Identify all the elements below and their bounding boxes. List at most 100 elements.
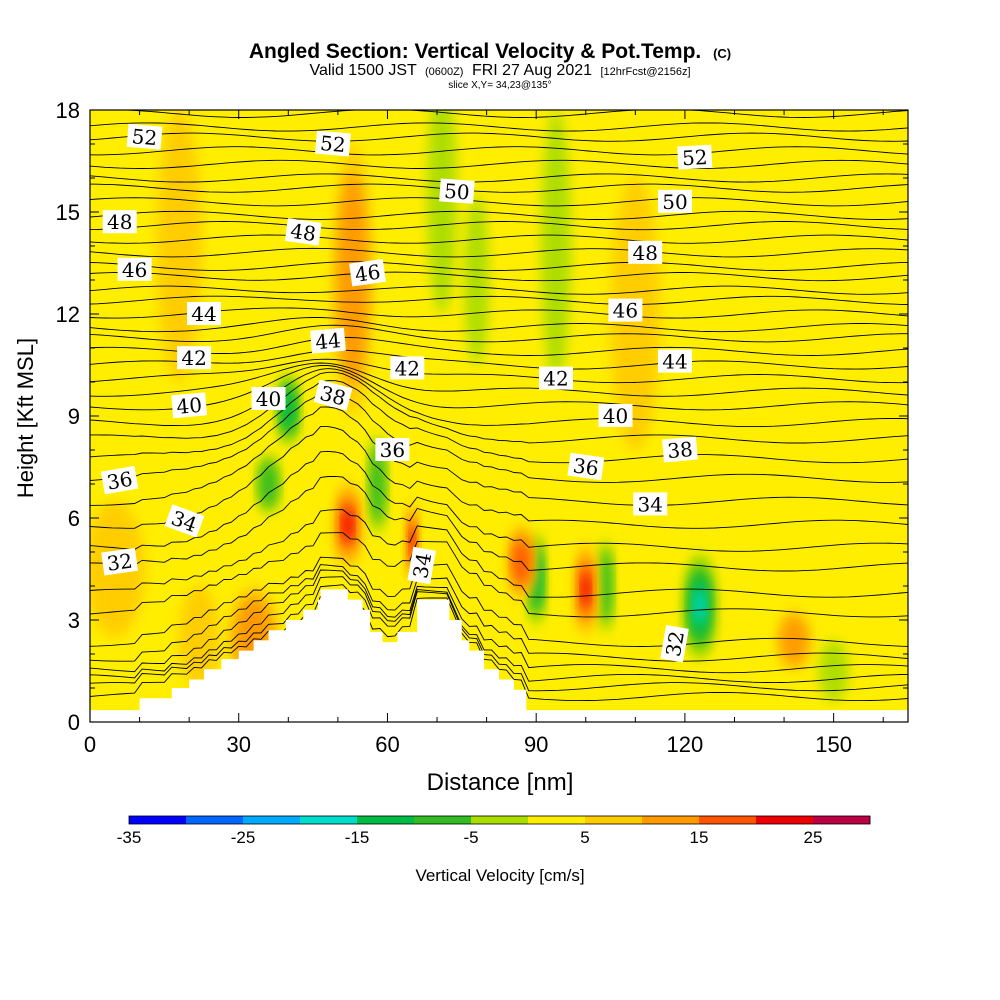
contour-label: 48 [628, 240, 663, 265]
isentrope-line [90, 475, 908, 572]
contour-label-background [310, 327, 346, 354]
contour-label: 42 [390, 356, 425, 380]
isentrope-line [90, 365, 908, 411]
isentrope-line [90, 349, 908, 370]
x-tick-label: 120 [667, 732, 704, 757]
chart-title: Angled Section: Vertical Velocity & Pot.… [249, 40, 731, 63]
contour-label-text: 50 [443, 179, 470, 205]
contour-label: 40 [251, 387, 286, 411]
contour-label-background [126, 123, 163, 150]
isentrope-line [90, 234, 908, 244]
contour-label-background [539, 366, 573, 390]
isentrope-line [90, 509, 908, 598]
colorbar-segment [157, 816, 187, 824]
contour-label-background [284, 218, 322, 246]
contour-label-text: 48 [289, 219, 318, 246]
colorbar-segment [528, 816, 557, 824]
contour-label: 36 [567, 452, 605, 481]
colorbar-tick-label: 25 [804, 828, 823, 847]
contour-label: 32 [101, 547, 139, 576]
contour-label-background [171, 392, 208, 419]
contour-label-background [390, 356, 425, 380]
colorbar-label: Vertical Velocity [cm/s] [415, 866, 584, 885]
contour-label-background [660, 624, 689, 663]
contour-label-background [349, 258, 386, 287]
colorbar-segment [613, 816, 643, 824]
downdraft-contour-level [693, 587, 706, 625]
contour-label-background [101, 547, 139, 576]
downdraft-cell [596, 538, 615, 634]
contour-label-text: 46 [613, 299, 638, 323]
updraft-cell [776, 609, 812, 672]
isentrope-line [90, 576, 908, 684]
contour-label: 40 [598, 404, 633, 428]
colorbar: -35 -25 -15 -5 5 15 25 [117, 815, 871, 847]
downdraft-contour-level [598, 548, 613, 624]
contour-label-background [164, 504, 205, 538]
contour-label: 32 [660, 624, 689, 663]
x-axis-label: Distance [nm] [427, 769, 574, 796]
contour-label: 52 [677, 144, 713, 170]
contour-label-text: 32 [105, 549, 134, 576]
x-tick-label: 0 [84, 732, 96, 757]
contour-label: 48 [284, 218, 322, 246]
contour-label-text: 32 [661, 629, 689, 658]
contour-label-background [608, 298, 643, 322]
contour-label-background [598, 404, 633, 427]
contour-label: 36 [100, 465, 139, 495]
isentrope-line [90, 324, 908, 343]
updraft-cell [573, 541, 599, 638]
contour-label-text: 42 [395, 356, 420, 380]
isentrope-line [90, 210, 908, 220]
updraft-cell [332, 480, 363, 569]
contour-label: 42 [177, 346, 212, 370]
contour-label: 42 [539, 366, 573, 391]
downdraft-contour-level [818, 640, 849, 702]
contour-label: 36 [375, 438, 410, 462]
downdraft-contour-level [541, 110, 571, 382]
contour-label: 48 [102, 210, 137, 234]
downdraft-cell [541, 110, 571, 382]
colorbar-segment [556, 816, 586, 824]
contour-label-background [567, 452, 605, 481]
subtitle-forecast: [12hrFcst@2156z] [600, 66, 690, 78]
colorbar-segment [129, 816, 158, 824]
contour-label-text: 48 [107, 210, 132, 234]
contour-label-background [187, 302, 221, 325]
y-tick-label: 18 [56, 98, 80, 123]
contour-label: 44 [310, 327, 346, 354]
contour-label-background [313, 379, 353, 411]
contour-label: 52 [315, 130, 351, 157]
colorbar-segment [243, 816, 272, 824]
subtitle-date: FRI 27 Aug 2021 [472, 62, 592, 79]
colorbar-segment [186, 816, 215, 824]
potential-temperature-contours [90, 110, 908, 702]
colorbar-segment [328, 816, 358, 824]
contour-label-text: 36 [380, 438, 405, 462]
colorbar-tick-label: 5 [580, 828, 589, 847]
contour-label-text: 46 [122, 258, 147, 282]
colorbar-tick-label: -5 [463, 828, 478, 847]
isentrope-line [90, 358, 908, 384]
contour-label-background [662, 436, 698, 463]
isentrope-line [90, 569, 908, 674]
updraft-contour-level [342, 509, 353, 540]
chart-slice-info: slice X,Y= 34,23@135° [448, 80, 551, 91]
contour-label: 50 [658, 189, 692, 214]
y-tick-label: 12 [56, 302, 80, 327]
colorbar-segment [385, 816, 415, 824]
downdraft-cell [464, 195, 490, 365]
x-tick-label: 60 [375, 732, 399, 757]
isentrope-line [90, 159, 908, 169]
isentrope-line [90, 122, 908, 132]
colorbar-segment [727, 816, 757, 824]
contour-label: 46 [608, 298, 643, 323]
contour-labels: 52 52 52 50 50 48 48 48 46 46 46 44 44 44 42 42 42 40 40 40… [100, 123, 713, 663]
updraft-contour-level [512, 540, 530, 585]
subtitle-valid: Valid 1500 JST [309, 62, 417, 79]
contour-label: 44 [187, 302, 221, 326]
colorbar-segment [841, 816, 871, 824]
y-tick-label: 0 [68, 710, 80, 735]
colorbar-tick-label: 15 [690, 828, 709, 847]
